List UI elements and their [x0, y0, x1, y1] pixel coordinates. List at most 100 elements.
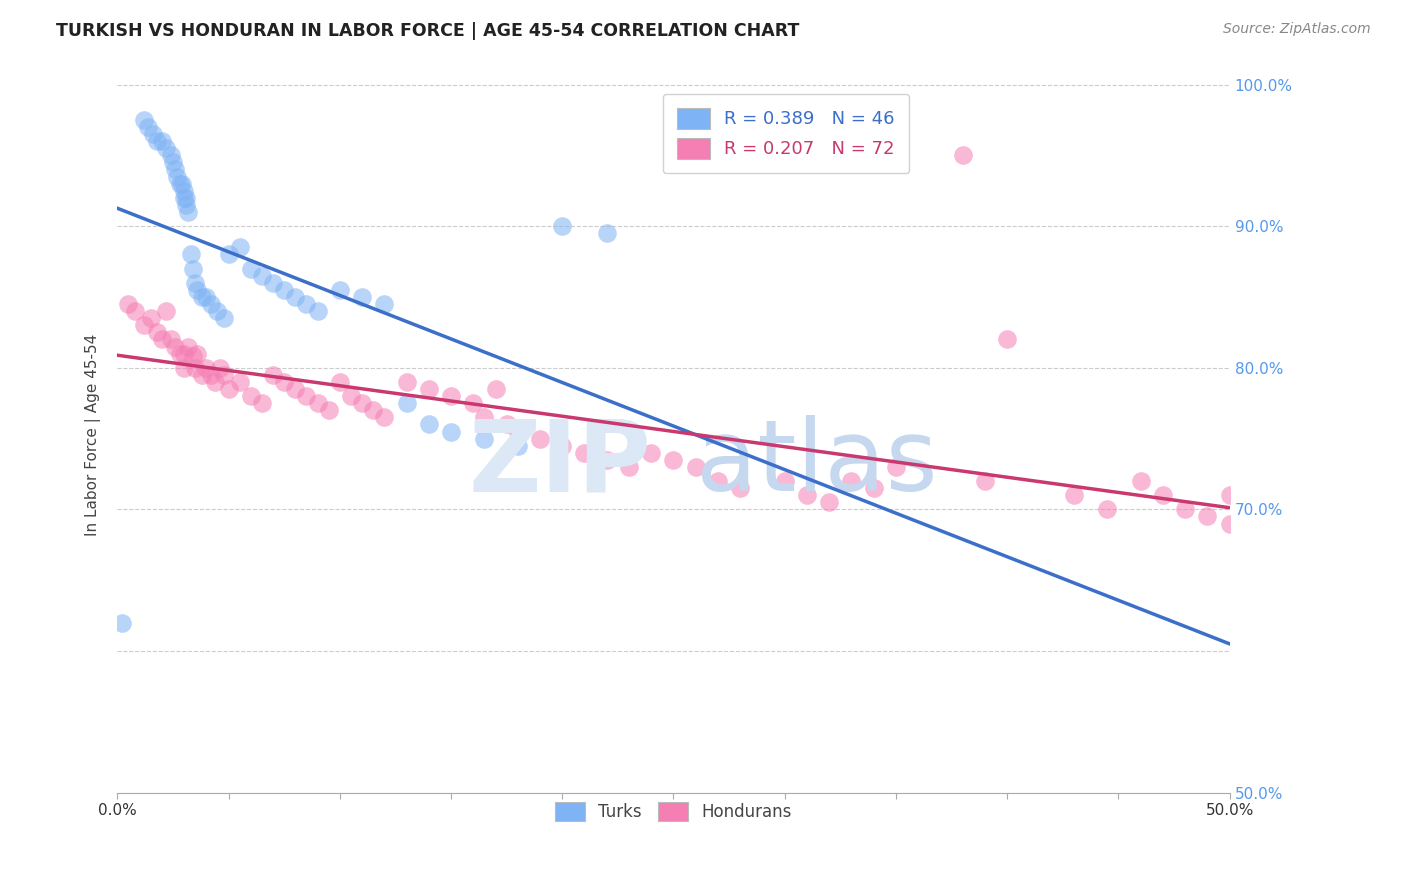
Point: [166, 169, 188, 184]
Point: [474, 410, 496, 425]
Point: [418, 382, 440, 396]
Point: [165, 339, 187, 353]
Point: [142, 127, 165, 141]
Point: [111, 615, 134, 630]
Point: [177, 339, 200, 353]
Point: [146, 326, 169, 340]
Point: [1129, 474, 1152, 488]
Point: [150, 134, 173, 148]
Point: [138, 120, 160, 134]
Point: [773, 474, 796, 488]
Point: [440, 389, 463, 403]
Point: [395, 375, 418, 389]
Point: [184, 360, 207, 375]
Text: Source: ZipAtlas.com: Source: ZipAtlas.com: [1223, 22, 1371, 37]
Point: [574, 446, 596, 460]
Point: [186, 346, 208, 360]
Text: TURKISH VS HONDURAN IN LABOR FORCE | AGE 45-54 CORRELATION CHART: TURKISH VS HONDURAN IN LABOR FORCE | AGE…: [56, 22, 800, 40]
Point: [239, 261, 262, 276]
Point: [418, 417, 440, 432]
Point: [551, 439, 574, 453]
Point: [841, 474, 863, 488]
Point: [218, 247, 240, 261]
Point: [146, 134, 169, 148]
Point: [728, 481, 751, 495]
Point: [195, 290, 218, 304]
Point: [169, 177, 191, 191]
Point: [155, 304, 177, 318]
Point: [1219, 488, 1241, 502]
Point: [200, 297, 222, 311]
Point: [159, 148, 181, 162]
Point: [173, 346, 195, 360]
Point: [191, 368, 214, 382]
Point: [329, 375, 352, 389]
Point: [208, 360, 231, 375]
Point: [173, 360, 195, 375]
Point: [165, 162, 187, 177]
Point: [207, 304, 229, 318]
Point: [150, 333, 173, 347]
Point: [373, 410, 395, 425]
Point: [250, 268, 273, 283]
Point: [640, 446, 662, 460]
Point: [177, 205, 200, 219]
Point: [1063, 488, 1085, 502]
Point: [186, 283, 208, 297]
Point: [685, 459, 707, 474]
Point: [529, 432, 551, 446]
Point: [295, 389, 318, 403]
Point: [818, 495, 841, 509]
Point: [373, 297, 395, 311]
Point: [218, 382, 240, 396]
Point: [596, 453, 619, 467]
Point: [662, 453, 685, 467]
Point: [361, 403, 384, 417]
Point: [212, 368, 235, 382]
Point: [162, 155, 184, 169]
Point: [350, 396, 373, 410]
Text: ZIP: ZIP: [468, 415, 651, 512]
Point: [204, 375, 226, 389]
Point: [159, 333, 181, 347]
Point: [340, 389, 363, 403]
Point: [174, 198, 197, 212]
Point: [184, 276, 207, 290]
Point: [495, 417, 517, 432]
Point: [395, 396, 418, 410]
Point: [1097, 502, 1119, 516]
Point: [974, 474, 997, 488]
Point: [262, 276, 284, 290]
Text: atlas: atlas: [696, 415, 938, 512]
Point: [952, 148, 974, 162]
Point: [174, 191, 197, 205]
Y-axis label: In Labor Force | Age 45-54: In Labor Force | Age 45-54: [86, 334, 101, 536]
Point: [995, 333, 1018, 347]
Point: [318, 403, 340, 417]
Point: [132, 318, 155, 333]
Point: [884, 459, 907, 474]
Point: [262, 368, 284, 382]
Point: [350, 290, 373, 304]
Point: [228, 240, 250, 254]
Point: [139, 311, 162, 326]
Point: [132, 112, 155, 127]
Point: [200, 368, 222, 382]
Point: [551, 219, 574, 234]
Point: [173, 191, 195, 205]
Point: [307, 396, 329, 410]
Point: [474, 432, 496, 446]
Point: [284, 382, 307, 396]
Point: [273, 375, 295, 389]
Point: [862, 481, 884, 495]
Point: [1152, 488, 1174, 502]
Point: [506, 439, 529, 453]
Point: [484, 382, 506, 396]
Point: [596, 226, 619, 240]
Point: [239, 389, 262, 403]
Point: [173, 184, 195, 198]
Point: [307, 304, 329, 318]
Point: [181, 261, 204, 276]
Point: [180, 247, 202, 261]
Point: [124, 304, 146, 318]
